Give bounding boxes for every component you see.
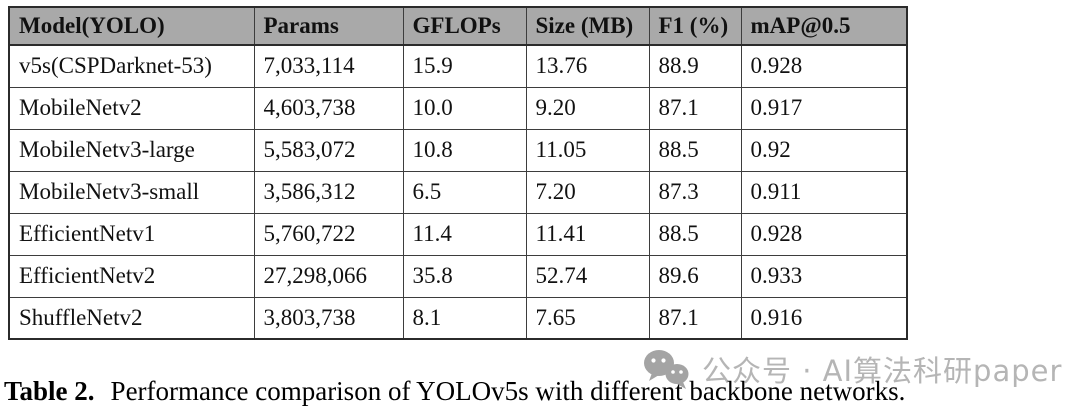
cell-params: 7,033,114 xyxy=(253,44,404,88)
cell-model: MobileNetv3-small xyxy=(8,170,255,214)
cell-map: 0.92 xyxy=(740,128,908,172)
cell-size: 9.20 xyxy=(525,86,650,130)
table-row: ShuffleNetv2 3,803,738 8.1 7.65 87.1 0.9… xyxy=(8,296,908,340)
cell-f1: 89.6 xyxy=(648,254,742,298)
caption-text: Performance comparison of YOLOv5s with d… xyxy=(110,376,906,406)
cell-gflops: 35.8 xyxy=(402,254,527,298)
cell-f1: 88.9 xyxy=(648,44,742,88)
performance-table: Model(YOLO) Params GFLOPs Size (MB) F1 (… xyxy=(8,6,908,340)
table-row: MobileNetv3-large 5,583,072 10.8 11.05 8… xyxy=(8,128,908,172)
cell-model: EfficientNetv1 xyxy=(8,212,255,256)
caption-label: Table 2. xyxy=(4,376,95,406)
cell-model: EfficientNetv2 xyxy=(8,254,255,298)
cell-gflops: 15.9 xyxy=(402,44,527,88)
cell-params: 27,298,066 xyxy=(253,254,404,298)
cell-size: 11.05 xyxy=(525,128,650,172)
col-header-map: mAP@0.5 xyxy=(740,6,908,46)
col-header-params: Params xyxy=(253,6,404,46)
cell-f1: 87.1 xyxy=(648,296,742,340)
cell-model: v5s(CSPDarknet-53) xyxy=(8,44,255,88)
cell-params: 5,760,722 xyxy=(253,212,404,256)
cell-f1: 88.5 xyxy=(648,128,742,172)
cell-params: 3,803,738 xyxy=(253,296,404,340)
cell-model: ShuffleNetv2 xyxy=(8,296,255,340)
cell-size: 7.20 xyxy=(525,170,650,214)
cell-gflops: 10.8 xyxy=(402,128,527,172)
cell-f1: 87.3 xyxy=(648,170,742,214)
cell-size: 11.41 xyxy=(525,212,650,256)
table-row: v5s(CSPDarknet-53) 7,033,114 15.9 13.76 … xyxy=(8,44,908,88)
cell-gflops: 8.1 xyxy=(402,296,527,340)
cell-params: 3,586,312 xyxy=(253,170,404,214)
table-header-row: Model(YOLO) Params GFLOPs Size (MB) F1 (… xyxy=(8,6,908,46)
cell-f1: 87.1 xyxy=(648,86,742,130)
table-row: MobileNetv3-small 3,586,312 6.5 7.20 87.… xyxy=(8,170,908,214)
cell-map: 0.916 xyxy=(740,296,908,340)
cell-model: MobileNetv3-large xyxy=(8,128,255,172)
cell-map: 0.911 xyxy=(740,170,908,214)
col-header-size: Size (MB) xyxy=(525,6,650,46)
cell-map: 0.933 xyxy=(740,254,908,298)
table-row: MobileNetv2 4,603,738 10.0 9.20 87.1 0.9… xyxy=(8,86,908,130)
cell-model: MobileNetv2 xyxy=(8,86,255,130)
table-caption: Table 2. Performance comparison of YOLOv5… xyxy=(4,376,1080,407)
cell-size: 52.74 xyxy=(525,254,650,298)
table-row: EfficientNetv2 27,298,066 35.8 52.74 89.… xyxy=(8,254,908,298)
cell-size: 13.76 xyxy=(525,44,650,88)
cell-params: 4,603,738 xyxy=(253,86,404,130)
cell-params: 5,583,072 xyxy=(253,128,404,172)
cell-map: 0.928 xyxy=(740,44,908,88)
col-header-f1: F1 (%) xyxy=(648,6,742,46)
cell-map: 0.917 xyxy=(740,86,908,130)
col-header-model: Model(YOLO) xyxy=(8,6,255,46)
cell-f1: 88.5 xyxy=(648,212,742,256)
cell-map: 0.928 xyxy=(740,212,908,256)
cell-gflops: 6.5 xyxy=(402,170,527,214)
cell-gflops: 11.4 xyxy=(402,212,527,256)
col-header-gflops: GFLOPs xyxy=(402,6,527,46)
cell-size: 7.65 xyxy=(525,296,650,340)
table-row: EfficientNetv1 5,760,722 11.4 11.41 88.5… xyxy=(8,212,908,256)
cell-gflops: 10.0 xyxy=(402,86,527,130)
